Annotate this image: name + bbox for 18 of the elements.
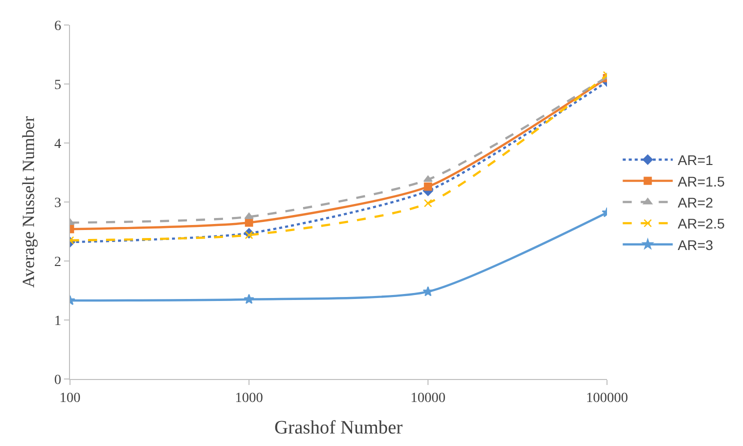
y-tick-label: 5: [54, 78, 62, 93]
legend-label: AR=1: [678, 152, 714, 168]
y-tick-label: 3: [54, 196, 62, 211]
y-tick-label: 0: [54, 372, 62, 388]
y-tick-label: 6: [54, 18, 62, 34]
x-tick-label: 10000: [410, 390, 446, 406]
x-tick-label: 100: [60, 390, 80, 406]
legend-label: AR=2.5: [678, 216, 726, 232]
x-tick-label: 1000: [235, 390, 263, 406]
x-tick-label: 100000: [586, 390, 628, 406]
y-axis-title: Average Nusselt Number: [18, 116, 38, 288]
legend-label: AR=2: [678, 194, 714, 210]
legend-label: AR=1.5: [678, 173, 726, 190]
legend-label: AR=3: [678, 236, 714, 253]
y-tick-label: 4: [54, 136, 62, 152]
x-axis-title: Grashof Number: [274, 418, 404, 439]
y-tick-label: 2: [54, 254, 62, 270]
y-tick-label: 1: [54, 314, 62, 329]
